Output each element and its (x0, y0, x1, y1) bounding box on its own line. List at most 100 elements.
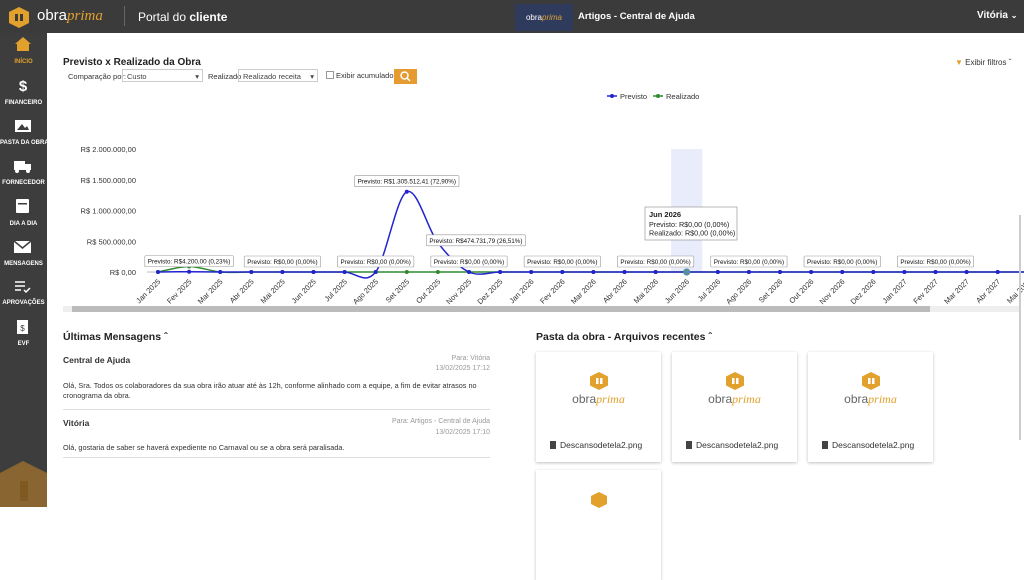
file-card[interactable] (536, 470, 661, 580)
nav-daily[interactable]: DIA A DIA (9, 221, 38, 227)
file-name: Descansodetela2.png (560, 440, 643, 450)
point (871, 270, 876, 274)
point (964, 270, 969, 274)
legend-dot (610, 94, 614, 98)
nav-evf[interactable]: EVF (17, 341, 30, 347)
point (591, 270, 596, 274)
files-heading[interactable]: Pasta da obra - Arquivos recentes ˆ (536, 331, 712, 343)
show-filters[interactable]: ▼ Exibir filtros ˆ (955, 58, 1012, 67)
x-tick-label: Abr 2025 (228, 277, 256, 305)
data-label: Previsto: R$4.200,00 (0,23%) (148, 259, 231, 266)
portal-bold: cliente (189, 10, 228, 24)
brand-b: prima (868, 392, 897, 406)
point (653, 270, 658, 274)
x-tick-label: Set 2025 (384, 277, 412, 305)
legend-dot (656, 94, 660, 98)
x-tick-label: Set 2026 (757, 277, 785, 305)
brand-b: prima (596, 392, 625, 406)
data-label-box (144, 255, 234, 268)
data-label: Previsto: R$0,00 (0,00%) (527, 259, 597, 266)
x-tick-label: Mai 2025 (259, 277, 287, 305)
nav-finance[interactable]: FINANCEIRO (4, 100, 43, 106)
svg-text:$: $ (19, 78, 28, 95)
x-tick-label: Mar 2026 (569, 277, 598, 306)
point (933, 270, 938, 274)
messages-heading[interactable]: Últimas Mensagens ˆ (63, 331, 168, 343)
data-label-box (710, 255, 788, 268)
x-tick-label: Fev 2026 (538, 277, 566, 305)
legend-label: Previsto (620, 92, 647, 101)
svg-text:$: $ (20, 324, 25, 333)
point (435, 270, 440, 274)
chart-title: Previsto x Realizado da Obra (63, 57, 201, 68)
x-tick-label: Jul 2025 (323, 277, 349, 303)
message-date: 13/02/2025 17:10 (435, 429, 491, 436)
file-card[interactable]: obraprima Descansodetela2.png (536, 352, 661, 462)
tooltip-line: Realizado: R$0,00 (0,00%) (649, 229, 735, 238)
data-label-box (803, 255, 881, 268)
x-tick-label: Fev 2027 (911, 277, 939, 305)
data-label: Previsto: R$0,00 (0,00%) (807, 259, 877, 266)
card-logo: obraprima (536, 392, 661, 407)
x-tick-label: Fev 2025 (165, 277, 193, 305)
card-logo: obraprima (808, 392, 933, 407)
search-button[interactable] (394, 69, 417, 84)
point (249, 270, 254, 274)
file-name: Descansodetela2.png (696, 440, 779, 450)
tooltip-title: Jun 2026 (649, 210, 681, 219)
data-label: Previsto: R$0,00 (0,00%) (900, 259, 970, 266)
file-name-row: Descansodetela2.png (822, 440, 914, 450)
message-from: Central de Ajuda (63, 355, 131, 365)
point (498, 270, 503, 274)
x-tick-label: Abr 2027 (974, 277, 1002, 305)
realized-label: Realizado (208, 72, 242, 81)
nav-approvals[interactable]: APROVAÇÕES (2, 300, 45, 306)
realized-select[interactable]: Realizado receita ▾ (238, 69, 318, 82)
x-tick-label: Dez 2025 (475, 277, 504, 306)
file-card[interactable]: obraprima Descansodetela2.png (808, 352, 933, 462)
top-bar: obraprima Portal do cliente obraprima Ar… (0, 0, 1024, 33)
user-menu[interactable]: Vitória ⌄ (977, 10, 1018, 21)
point (683, 268, 691, 276)
divider (124, 6, 125, 26)
point (187, 269, 192, 274)
nav-messages[interactable]: MENSAGENS (4, 261, 43, 267)
point (995, 270, 1000, 274)
accumulated-checkbox[interactable] (326, 71, 334, 79)
point (342, 270, 347, 274)
logo-icon (9, 7, 29, 28)
project-name[interactable]: Artigos - Central de Ajuda (578, 11, 695, 22)
message-text: Olá, gostaria de saber se haverá expedie… (63, 443, 345, 452)
nav-supplier[interactable]: FORNECEDOR (2, 180, 45, 186)
data-label: Previsto: R$0,00 (0,00%) (620, 259, 690, 266)
card-logo-icon (862, 372, 880, 390)
point (715, 270, 720, 274)
data-label: Previsto: R$0,00 (0,00%) (247, 259, 317, 266)
x-tick-label: Nov 2025 (444, 277, 473, 306)
file-card[interactable]: obraprima Descansodetela2.png (672, 352, 797, 462)
x-tick-label: Jun 2026 (663, 277, 691, 305)
realized-value: Realizado receita (243, 72, 301, 81)
accumulated-label: Exibir acumulado (336, 71, 394, 80)
nav-folder[interactable]: PASTA DA OBRA (0, 140, 49, 146)
data-label-box (617, 255, 695, 268)
data-label-box (426, 234, 526, 247)
message-date: 13/02/2025 17:12 (435, 365, 491, 372)
point (467, 270, 471, 274)
brand-a: obra (708, 392, 733, 406)
x-tick-label: Ago 2025 (351, 277, 380, 306)
brand-a: obra (37, 7, 68, 24)
point (218, 270, 223, 274)
point (622, 270, 627, 274)
x-tick-label: Mar 2025 (196, 277, 225, 306)
point (280, 270, 285, 274)
scrollbar-v[interactable] (1019, 215, 1021, 440)
nav-home[interactable]: INÍCIO (14, 59, 33, 65)
compare-select[interactable]: Custo ▾ (122, 69, 203, 82)
message-to: Para: Artigos - Central de Ajuda (391, 418, 490, 425)
sidebar-icons: $ $ (0, 37, 47, 507)
file-name-row: Descansodetela2.png (550, 440, 642, 450)
y-tick-label: R$ 2.000.000,00 (81, 145, 136, 154)
tooltip-box (644, 206, 738, 241)
data-label: Previsto: R$1.305.512,41 (72,90%) (358, 179, 456, 186)
